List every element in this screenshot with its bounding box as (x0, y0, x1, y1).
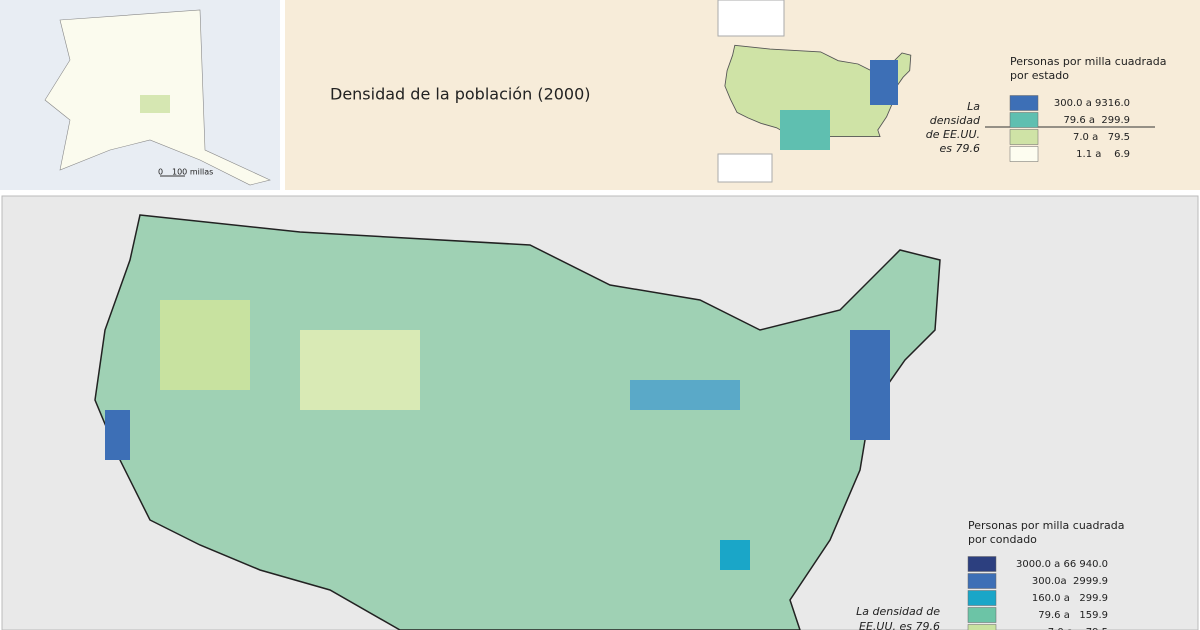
legend-label: 300.0 a 9316.0 (1054, 98, 1130, 109)
legend-note: densidad (930, 114, 981, 127)
legend-label: 160.0 a 299.9 (1032, 593, 1108, 604)
legend-note: de EE.UU. (926, 128, 980, 141)
legend-label: 3000.0 a 66 940.0 (1016, 559, 1108, 570)
legend-swatch (1009, 112, 1039, 128)
mini-map-patch (870, 60, 898, 105)
legend-label: 300.0a 2999.9 (1032, 576, 1108, 587)
scale-label: 100 millas (172, 168, 213, 177)
legend-title: por condado (968, 533, 1037, 546)
map-patch (630, 380, 740, 410)
legend-label: 7.0 a 79.5 (1048, 627, 1108, 630)
legend-note: EE.UU. es 79.6 (859, 620, 940, 630)
map-patch (300, 330, 420, 410)
legend-swatch (967, 624, 997, 630)
legend-swatch (967, 556, 997, 572)
legend-swatch (1009, 146, 1039, 162)
mini-alaska (717, 0, 785, 37)
legend-label: 1.1 a 6.9 (1076, 149, 1130, 160)
map-title: Densidad de la población (2000) (330, 85, 591, 104)
legend-swatch (967, 607, 997, 623)
map-patch (720, 540, 750, 570)
mini-hawaii (717, 153, 773, 183)
legend-swatch (1009, 129, 1039, 145)
legend-swatch (967, 590, 997, 606)
legend-note: La (967, 100, 980, 113)
legend-note: es 79.6 (940, 142, 981, 155)
legend-title: por estado (1010, 69, 1069, 82)
legend-swatch (967, 573, 997, 589)
alaska-patch (140, 95, 170, 113)
legend-label: 79.6 a 299.9 (1063, 115, 1130, 126)
map-patch (105, 410, 130, 460)
legend-swatch (1009, 95, 1039, 111)
legend-title: Personas por milla cuadrada (1010, 55, 1167, 68)
legend-label: 79.6 a 159.9 (1038, 610, 1108, 621)
map-patch (850, 330, 890, 440)
mini-map-patch (780, 110, 830, 150)
legend-label: 7.0 a 79.5 (1073, 132, 1130, 143)
legend-title: Personas por milla cuadrada (968, 519, 1125, 532)
legend-note: La densidad de (856, 605, 940, 618)
map-patch (160, 300, 250, 390)
scale-start: 0 (158, 168, 163, 177)
